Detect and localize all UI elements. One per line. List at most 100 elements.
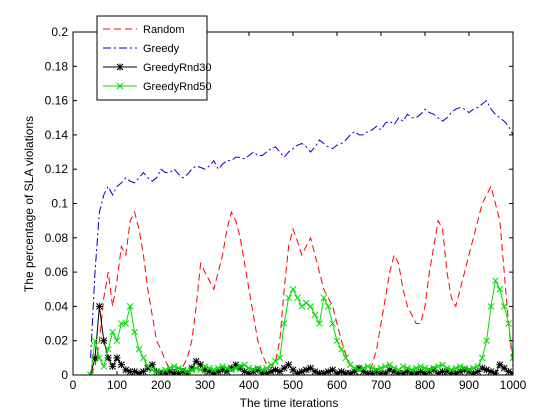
series-point: [430, 364, 438, 372]
y-tick-label: 0.12: [45, 162, 69, 176]
series-point: [500, 364, 508, 372]
series-point: [496, 361, 504, 369]
series-point: [254, 366, 262, 374]
series-point: [96, 354, 103, 362]
series-point: [487, 303, 495, 310]
series-point: [404, 364, 411, 372]
series-point: [315, 369, 323, 375]
series-point: [448, 366, 455, 374]
series-point: [355, 364, 363, 372]
series-point: [135, 369, 143, 375]
series-point: [201, 363, 209, 370]
series-point: [342, 369, 350, 375]
series-point: [267, 361, 275, 369]
series-point: [377, 364, 385, 372]
series-point: [368, 369, 376, 375]
series-point: [126, 303, 134, 310]
series-point: [161, 369, 169, 375]
series-point: [351, 368, 359, 375]
series-point: [478, 364, 486, 372]
series-point: [412, 369, 420, 375]
series-point: [144, 364, 152, 372]
series-point: [245, 364, 253, 372]
series-point: [311, 311, 319, 319]
series-point: [192, 364, 200, 372]
x-tick-label: 1000: [500, 378, 527, 392]
series-point: [320, 294, 328, 302]
series-point: [263, 364, 270, 372]
series-point: [368, 364, 376, 372]
series-point: [417, 368, 425, 375]
series-point: [456, 368, 464, 375]
series-point: [232, 361, 240, 369]
series-point: [91, 337, 99, 345]
plot-area: [87, 99, 513, 375]
series-point: [373, 368, 381, 375]
series-point: [285, 361, 293, 369]
series-point: [434, 369, 442, 375]
series-point: [360, 364, 367, 372]
series-point: [452, 364, 460, 372]
series-point: [426, 366, 433, 374]
series-point: [236, 364, 244, 372]
series-point: [382, 363, 389, 370]
x-tick-label: 600: [327, 378, 347, 392]
series-point: [293, 369, 301, 375]
series-point: [210, 369, 218, 375]
series-point: [258, 366, 266, 374]
series-point: [443, 364, 451, 372]
x-tick-label: 200: [151, 378, 171, 392]
series-point: [183, 369, 191, 375]
series-point: [100, 363, 108, 370]
y-tick-label: 0.16: [45, 94, 69, 108]
y-tick-label: 0.02: [45, 334, 69, 348]
series-point: [390, 364, 398, 372]
series-point: [113, 354, 121, 362]
series-point: [439, 361, 446, 369]
x-tick-label: 100: [107, 378, 127, 392]
series-point: [452, 369, 460, 375]
series-point: [241, 361, 248, 369]
series-point: [227, 364, 235, 372]
legend-item: GreedyRnd50: [103, 81, 212, 93]
y-tick-label: 0.2: [51, 25, 68, 39]
series-point: [87, 371, 94, 375]
series-point: [465, 366, 473, 374]
series-point: [126, 368, 134, 375]
series-point: [456, 363, 464, 370]
series-point: [113, 337, 121, 345]
series-point: [333, 337, 341, 345]
series-point: [500, 303, 508, 310]
x-tick-label: 800: [415, 378, 435, 392]
series-point: [483, 337, 490, 345]
series-point: [289, 366, 297, 374]
series-point: [148, 366, 156, 374]
series-point: [214, 368, 222, 375]
x-tick-label: 300: [195, 378, 215, 392]
series-point: [474, 363, 482, 370]
series-point: [298, 368, 306, 375]
series-point: [359, 368, 367, 375]
series-point: [329, 366, 337, 374]
series-point: [179, 368, 187, 375]
series-point: [170, 369, 178, 375]
series-point: [122, 366, 130, 374]
series-point: [311, 368, 319, 375]
series-point: [399, 363, 407, 370]
series-point: [109, 362, 117, 370]
series-point: [386, 366, 394, 374]
series-point: [280, 364, 288, 372]
series-point: [346, 369, 354, 375]
y-tick-label: 0.06: [45, 265, 69, 279]
series-point: [210, 366, 218, 374]
series-point: [131, 368, 139, 375]
series-point: [342, 354, 350, 362]
series-point: [104, 354, 112, 362]
axes: 0 100 200 300 400 500 600 700 800 900 1000 0 0.02 0.0…: [45, 25, 527, 392]
y-tick-label: 0: [61, 368, 68, 382]
series-point: [162, 366, 169, 374]
series-point: [122, 320, 130, 327]
legend-marker: [116, 63, 124, 71]
series-point: [496, 285, 504, 293]
series-point: [461, 366, 469, 374]
